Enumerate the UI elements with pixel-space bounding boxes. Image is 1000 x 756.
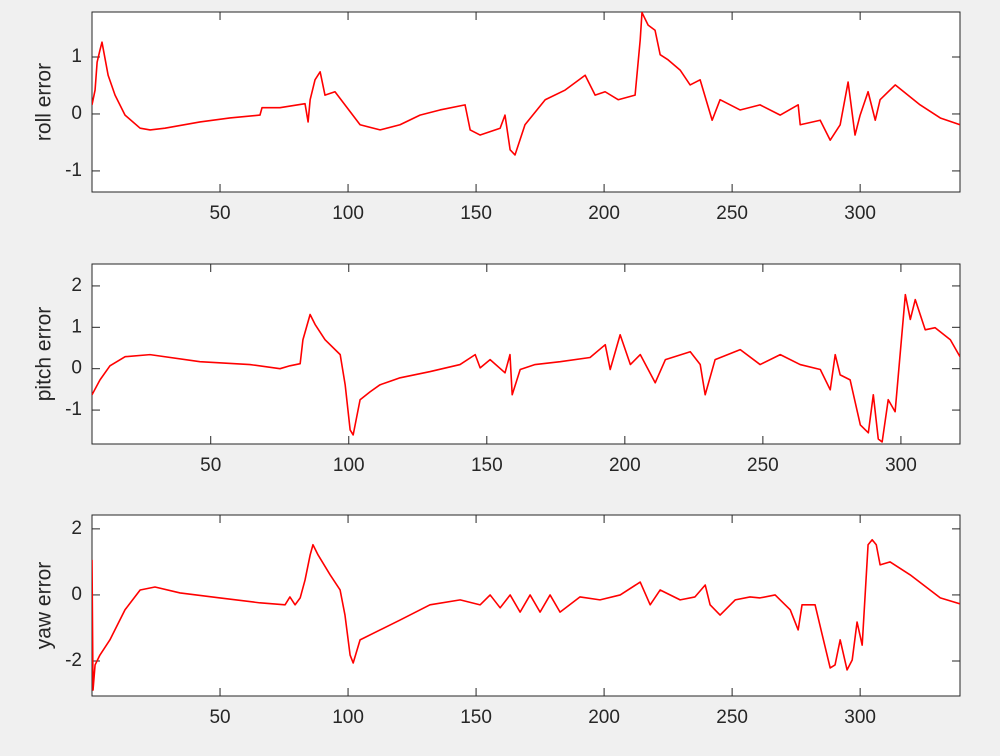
x-tick-label: 300 <box>885 455 917 476</box>
x-tick-label: 50 <box>200 455 221 476</box>
x-tick-label: 250 <box>716 203 748 224</box>
x-tick-label: 300 <box>844 203 876 224</box>
y-axis-label: yaw error <box>33 562 56 650</box>
y-tick-label: 0 <box>71 584 82 605</box>
series <box>92 538 960 691</box>
x-tick-label: 150 <box>460 203 492 224</box>
y-tick-label: 1 <box>71 46 82 67</box>
plot-area <box>91 11 961 193</box>
x-tick-label: 150 <box>460 707 492 728</box>
x-tick-label: 100 <box>332 203 364 224</box>
y-tick-label: -1 <box>65 399 82 420</box>
x-tick-label: 50 <box>209 203 230 224</box>
x-tick-label: 250 <box>747 455 779 476</box>
subplot: 50 100 150 200 250 300 -2 0 2 yaw error <box>33 514 961 728</box>
x-tick-label: 150 <box>471 455 503 476</box>
y-tick-label: 0 <box>71 358 82 379</box>
plot-area <box>91 263 961 445</box>
data-line <box>92 12 960 156</box>
x-tick-label: 200 <box>588 707 620 728</box>
x-tick-label: 50 <box>209 707 230 728</box>
series <box>92 293 960 443</box>
subplot: 50 100 150 200 250 300 -1 0 1 roll error <box>33 11 961 224</box>
plot-area <box>91 514 961 697</box>
y-axis-label: roll error <box>33 63 56 141</box>
y-tick-label: -1 <box>65 160 82 181</box>
y-tick-label: 2 <box>71 275 82 296</box>
data-line <box>92 293 960 443</box>
x-tick-label: 250 <box>716 707 748 728</box>
y-axis-label: pitch error <box>33 307 56 402</box>
x-tick-label: 100 <box>332 707 364 728</box>
series <box>92 12 960 156</box>
data-line <box>92 538 960 691</box>
y-tick-label: 0 <box>71 103 82 124</box>
x-tick-label: 200 <box>588 203 620 224</box>
y-tick-label: 1 <box>71 316 82 337</box>
y-tick-label: -2 <box>65 650 82 671</box>
subplot: 50 100 150 200 250 300 -1 0 1 2 pitch error <box>33 263 961 476</box>
x-tick-label: 200 <box>609 455 641 476</box>
x-tick-label: 300 <box>844 707 876 728</box>
y-tick-label: 2 <box>71 518 82 539</box>
x-tick-label: 100 <box>333 455 365 476</box>
